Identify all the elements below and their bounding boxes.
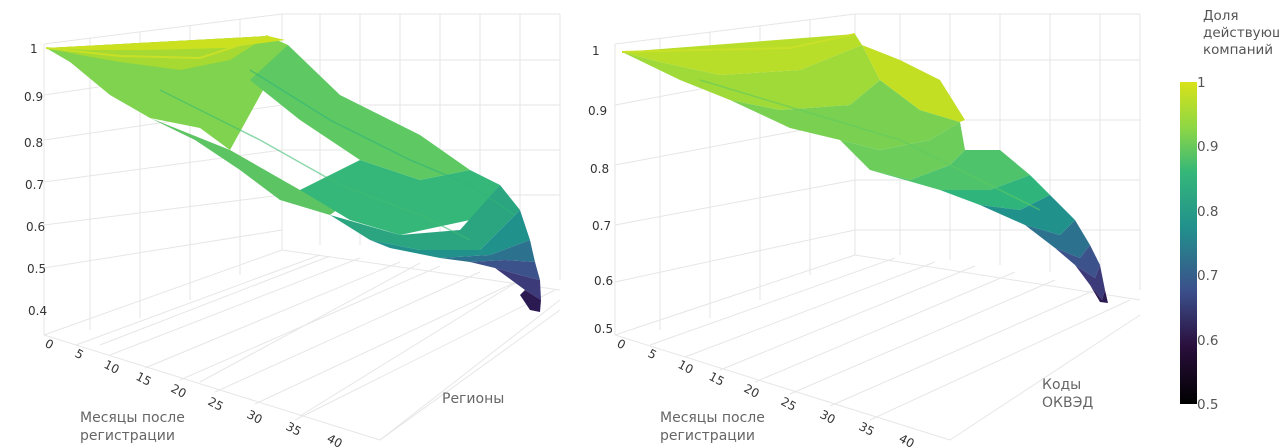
surface-patch: [622, 34, 862, 75]
surface-patch: [370, 210, 530, 258]
surface-plot-regions: 1 0.9 0.8 0.7 0.6 0.5 0.4 0 5 10 15 20 2…: [24, 13, 561, 447]
x-tick: 35: [857, 419, 877, 439]
surface-patch: [862, 45, 965, 122]
surface-patch: [1075, 265, 1105, 300]
x-tick: 10: [102, 357, 122, 377]
z-axis-ticks: 1 0.9 0.8 0.7 0.6 0.5 0.4: [24, 42, 47, 318]
surface-ridge: [621, 33, 856, 53]
z-tick: 0.8: [24, 136, 43, 150]
x-tick: 25: [779, 394, 799, 414]
x-axis-title: Месяцы после: [80, 410, 185, 426]
surface-patch: [622, 45, 880, 110]
z-tick: 0.5: [594, 322, 613, 336]
x-tick: 5: [73, 346, 86, 362]
x-tick: 25: [206, 394, 226, 414]
surface-patch: [980, 195, 1075, 235]
z-tick: 0.6: [594, 274, 613, 288]
surface-ridge: [45, 35, 269, 60]
surface-patch: [730, 80, 960, 150]
x-tick: 20: [169, 381, 189, 401]
plot-grid: [43, 13, 561, 441]
surface-patch: [250, 45, 470, 180]
x-tick: 5: [646, 346, 659, 362]
z-tick: 0.9: [24, 90, 43, 104]
surface-patch: [1090, 285, 1108, 303]
z-tick: 0.9: [588, 104, 607, 118]
x-tick: 40: [897, 431, 917, 447]
surface-ridge: [699, 79, 1041, 211]
z-tick: 0.8: [590, 162, 609, 176]
surface-ridge: [249, 69, 516, 216]
x-tick: 0: [43, 336, 56, 352]
x-tick: 0: [615, 336, 628, 352]
x-axis-title: регистрации: [80, 428, 175, 444]
colorbar-title: действующих: [1203, 25, 1279, 41]
surface-patch: [440, 240, 535, 262]
surface-patch: [470, 260, 540, 280]
x-tick: 15: [134, 369, 154, 389]
colorbar-tick: 1: [1197, 75, 1206, 91]
surface-patch: [840, 122, 965, 180]
surface: [621, 33, 1108, 303]
z-tick: 1: [30, 42, 38, 56]
z-tick: 1: [592, 44, 600, 58]
colorbar-gradient: [1180, 82, 1197, 404]
z-axis-ticks: 1 0.9 0.8 0.7 0.6 0.5: [588, 44, 613, 336]
colorbar-tick: 0.5: [1197, 397, 1218, 413]
x-axis-title: регистрации: [660, 428, 755, 444]
x-tick: 15: [707, 369, 727, 389]
surface-patch: [330, 185, 520, 250]
z-tick: 0.7: [592, 219, 611, 233]
colorbar: Доля действующих компаний 1 0.9 0.8 0.7 …: [1180, 8, 1279, 413]
x-axis-title: Месяцы после: [660, 410, 765, 426]
colorbar-title: Доля: [1203, 8, 1239, 24]
colorbar-tick: 0.7: [1197, 268, 1218, 284]
colorbar-tick: 0.6: [1197, 333, 1218, 349]
z-tick: 0.7: [25, 178, 44, 192]
surface-plot-okved: 1 0.9 0.8 0.7 0.6 0.5 0 5 10 15 20 25 30…: [588, 13, 1141, 447]
surface-patch: [1055, 245, 1100, 278]
colorbar-tick: 0.9: [1197, 139, 1218, 155]
z-tick: 0.4: [28, 304, 47, 318]
x-tick: 10: [676, 357, 696, 377]
surface-patch: [520, 290, 541, 312]
y-axis-title: ОКВЭД: [1042, 395, 1093, 411]
x-tick: 35: [284, 419, 304, 439]
surface-patch: [870, 150, 1030, 190]
z-tick: 0.5: [27, 262, 46, 276]
surface-patch: [300, 160, 500, 235]
surface: [45, 35, 541, 312]
x-tick: 30: [818, 407, 838, 427]
colorbar-tick: 0.8: [1197, 204, 1218, 220]
x-tick: 30: [245, 407, 265, 427]
colorbar-title: компаний: [1203, 42, 1273, 58]
surface-ridge: [159, 89, 471, 241]
surface-patch: [1025, 220, 1090, 258]
y-axis-title: Коды: [1042, 377, 1081, 393]
surface-patch: [46, 36, 285, 50]
x-tick: 40: [325, 431, 345, 447]
z-tick: 0.6: [26, 220, 45, 234]
x-axis-ticks: 0 5 10 15 20 25 30 35 40: [43, 336, 345, 447]
surface-patch: [150, 118, 350, 215]
x-tick: 20: [742, 381, 762, 401]
y-axis-title: Регионы: [442, 391, 504, 407]
x-axis-ticks: 0 5 10 15 20 25 30 35 40: [615, 336, 917, 447]
surface-patch: [495, 268, 541, 300]
